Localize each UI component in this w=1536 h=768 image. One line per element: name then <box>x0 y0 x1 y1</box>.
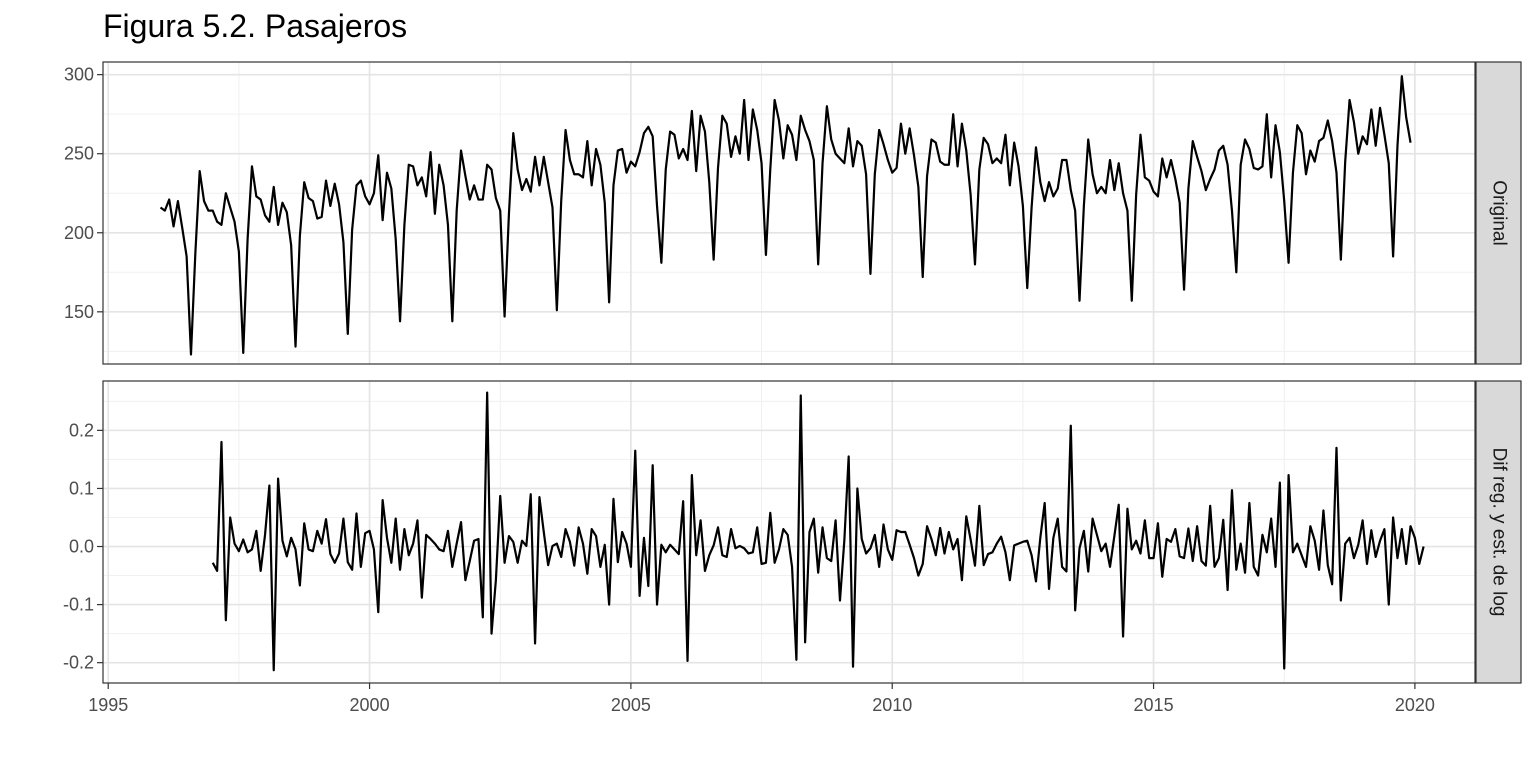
series-line <box>211 391 1425 672</box>
y-tick-label: 0.0 <box>69 537 94 557</box>
y-tick-label: -0.2 <box>63 653 94 673</box>
x-tick-label: 2005 <box>611 695 651 715</box>
x-tick-label: 2015 <box>1134 695 1174 715</box>
x-tick-label: 1995 <box>88 695 128 715</box>
panel-border <box>102 380 1476 684</box>
x-tick-label: 2010 <box>872 695 912 715</box>
facet-strip-label: Original <box>1488 180 1509 245</box>
y-tick-label: -0.1 <box>63 595 94 615</box>
y-tick-label: 200 <box>64 223 94 243</box>
x-tick-label: 2000 <box>350 695 390 715</box>
facet-strip <box>1475 61 1522 365</box>
y-tick-label: 0.1 <box>69 478 94 498</box>
facet-strip-label: Dif reg. y est. de log <box>1488 448 1509 617</box>
y-tick-label: 150 <box>64 302 94 322</box>
facet-strip <box>1475 380 1522 684</box>
y-tick-label: 300 <box>64 65 94 85</box>
series-line <box>159 75 1412 356</box>
panel-border <box>102 61 1476 365</box>
x-tick-label: 2020 <box>1395 695 1435 715</box>
y-tick-label: 0.2 <box>69 420 94 440</box>
y-tick-label: 250 <box>64 144 94 164</box>
chart-title: Figura 5.2. Pasajeros <box>103 8 408 44</box>
